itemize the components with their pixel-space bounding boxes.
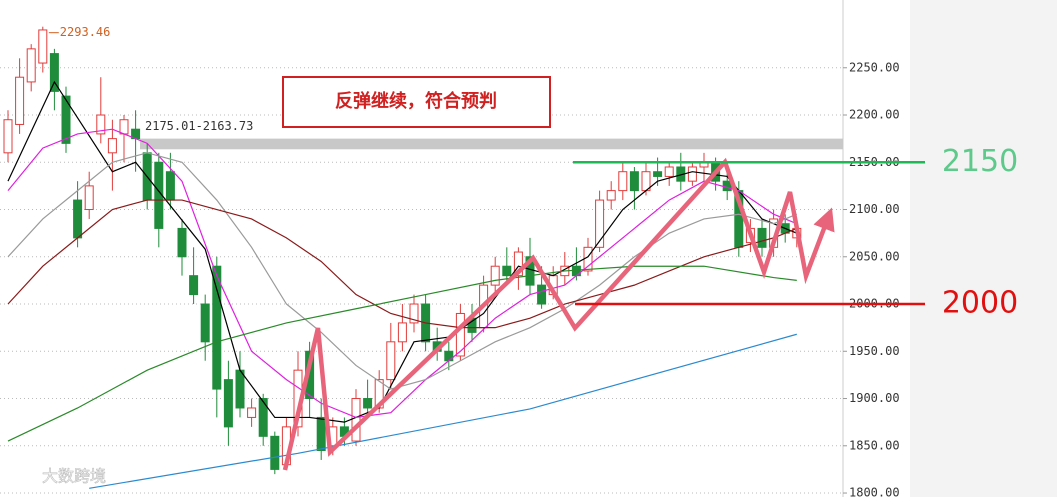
candle-body (165, 171, 175, 201)
candle-body (177, 227, 187, 258)
band-label: 2175.01-2163.73 (145, 119, 253, 133)
candle-body (757, 227, 767, 248)
candle-body (200, 303, 210, 343)
candle-body (96, 114, 106, 135)
level-label: 2150 (942, 144, 1018, 179)
candle-body (397, 322, 407, 343)
candle-body (15, 76, 25, 125)
candle-body (212, 265, 222, 390)
candle-body (583, 246, 593, 272)
y-tick-label: 2200.00 (849, 108, 900, 122)
candle-body (595, 199, 605, 248)
moving-average (89, 333, 797, 489)
y-tick-label: 2100.00 (849, 202, 900, 216)
candle-body (247, 407, 257, 418)
candle-body (270, 435, 280, 470)
candle-body (61, 95, 71, 144)
level-label: 2000 (942, 286, 1018, 321)
watermark: 大数跨境 (42, 467, 106, 486)
candle-body (606, 190, 616, 201)
candle-body (363, 398, 373, 409)
candle-body (258, 398, 268, 437)
side-panel (910, 0, 1057, 497)
candle-body (386, 341, 396, 381)
y-tick-label: 2250.00 (849, 60, 900, 74)
moving-average (7, 128, 798, 419)
candle-body (687, 166, 697, 182)
candle-body (38, 29, 48, 64)
resistance-band (140, 138, 843, 150)
candle-body (189, 275, 199, 296)
candle-body (84, 185, 94, 211)
candle-body (537, 284, 547, 305)
moving-average (7, 152, 798, 390)
y-tick-label: 1850.00 (849, 438, 900, 452)
trend-arrows (282, 157, 835, 471)
moving-average (7, 265, 797, 442)
candle-body (629, 171, 639, 192)
candle-body (502, 265, 512, 277)
candle-body (351, 398, 361, 442)
candle-body (73, 199, 83, 239)
candle-body (664, 166, 674, 177)
candle-body (223, 379, 233, 428)
annotation: 反弹继续，符合预判 (335, 90, 497, 112)
candle-body (618, 171, 628, 192)
candle-body (3, 119, 13, 154)
moving-average (7, 199, 798, 329)
candle-body (235, 369, 245, 409)
candle-body (119, 119, 129, 135)
candle-body (316, 416, 326, 452)
candle-body (653, 171, 663, 177)
candle-body (26, 48, 36, 83)
y-tick-label: 2050.00 (849, 249, 900, 263)
candle-body (107, 138, 117, 154)
candle-body (444, 350, 454, 362)
moving-average (7, 80, 798, 423)
candle-body (490, 265, 500, 286)
max-label: 2293.46 (60, 25, 111, 39)
annotation-box (282, 76, 551, 128)
y-tick-label: 1900.00 (849, 391, 900, 405)
candle-body (455, 312, 465, 357)
candle-body (49, 53, 59, 92)
y-tick-label: 1950.00 (849, 344, 900, 358)
y-tick-label: 1800.00 (849, 486, 900, 497)
candle-body (513, 251, 523, 277)
candle-body (409, 303, 419, 324)
